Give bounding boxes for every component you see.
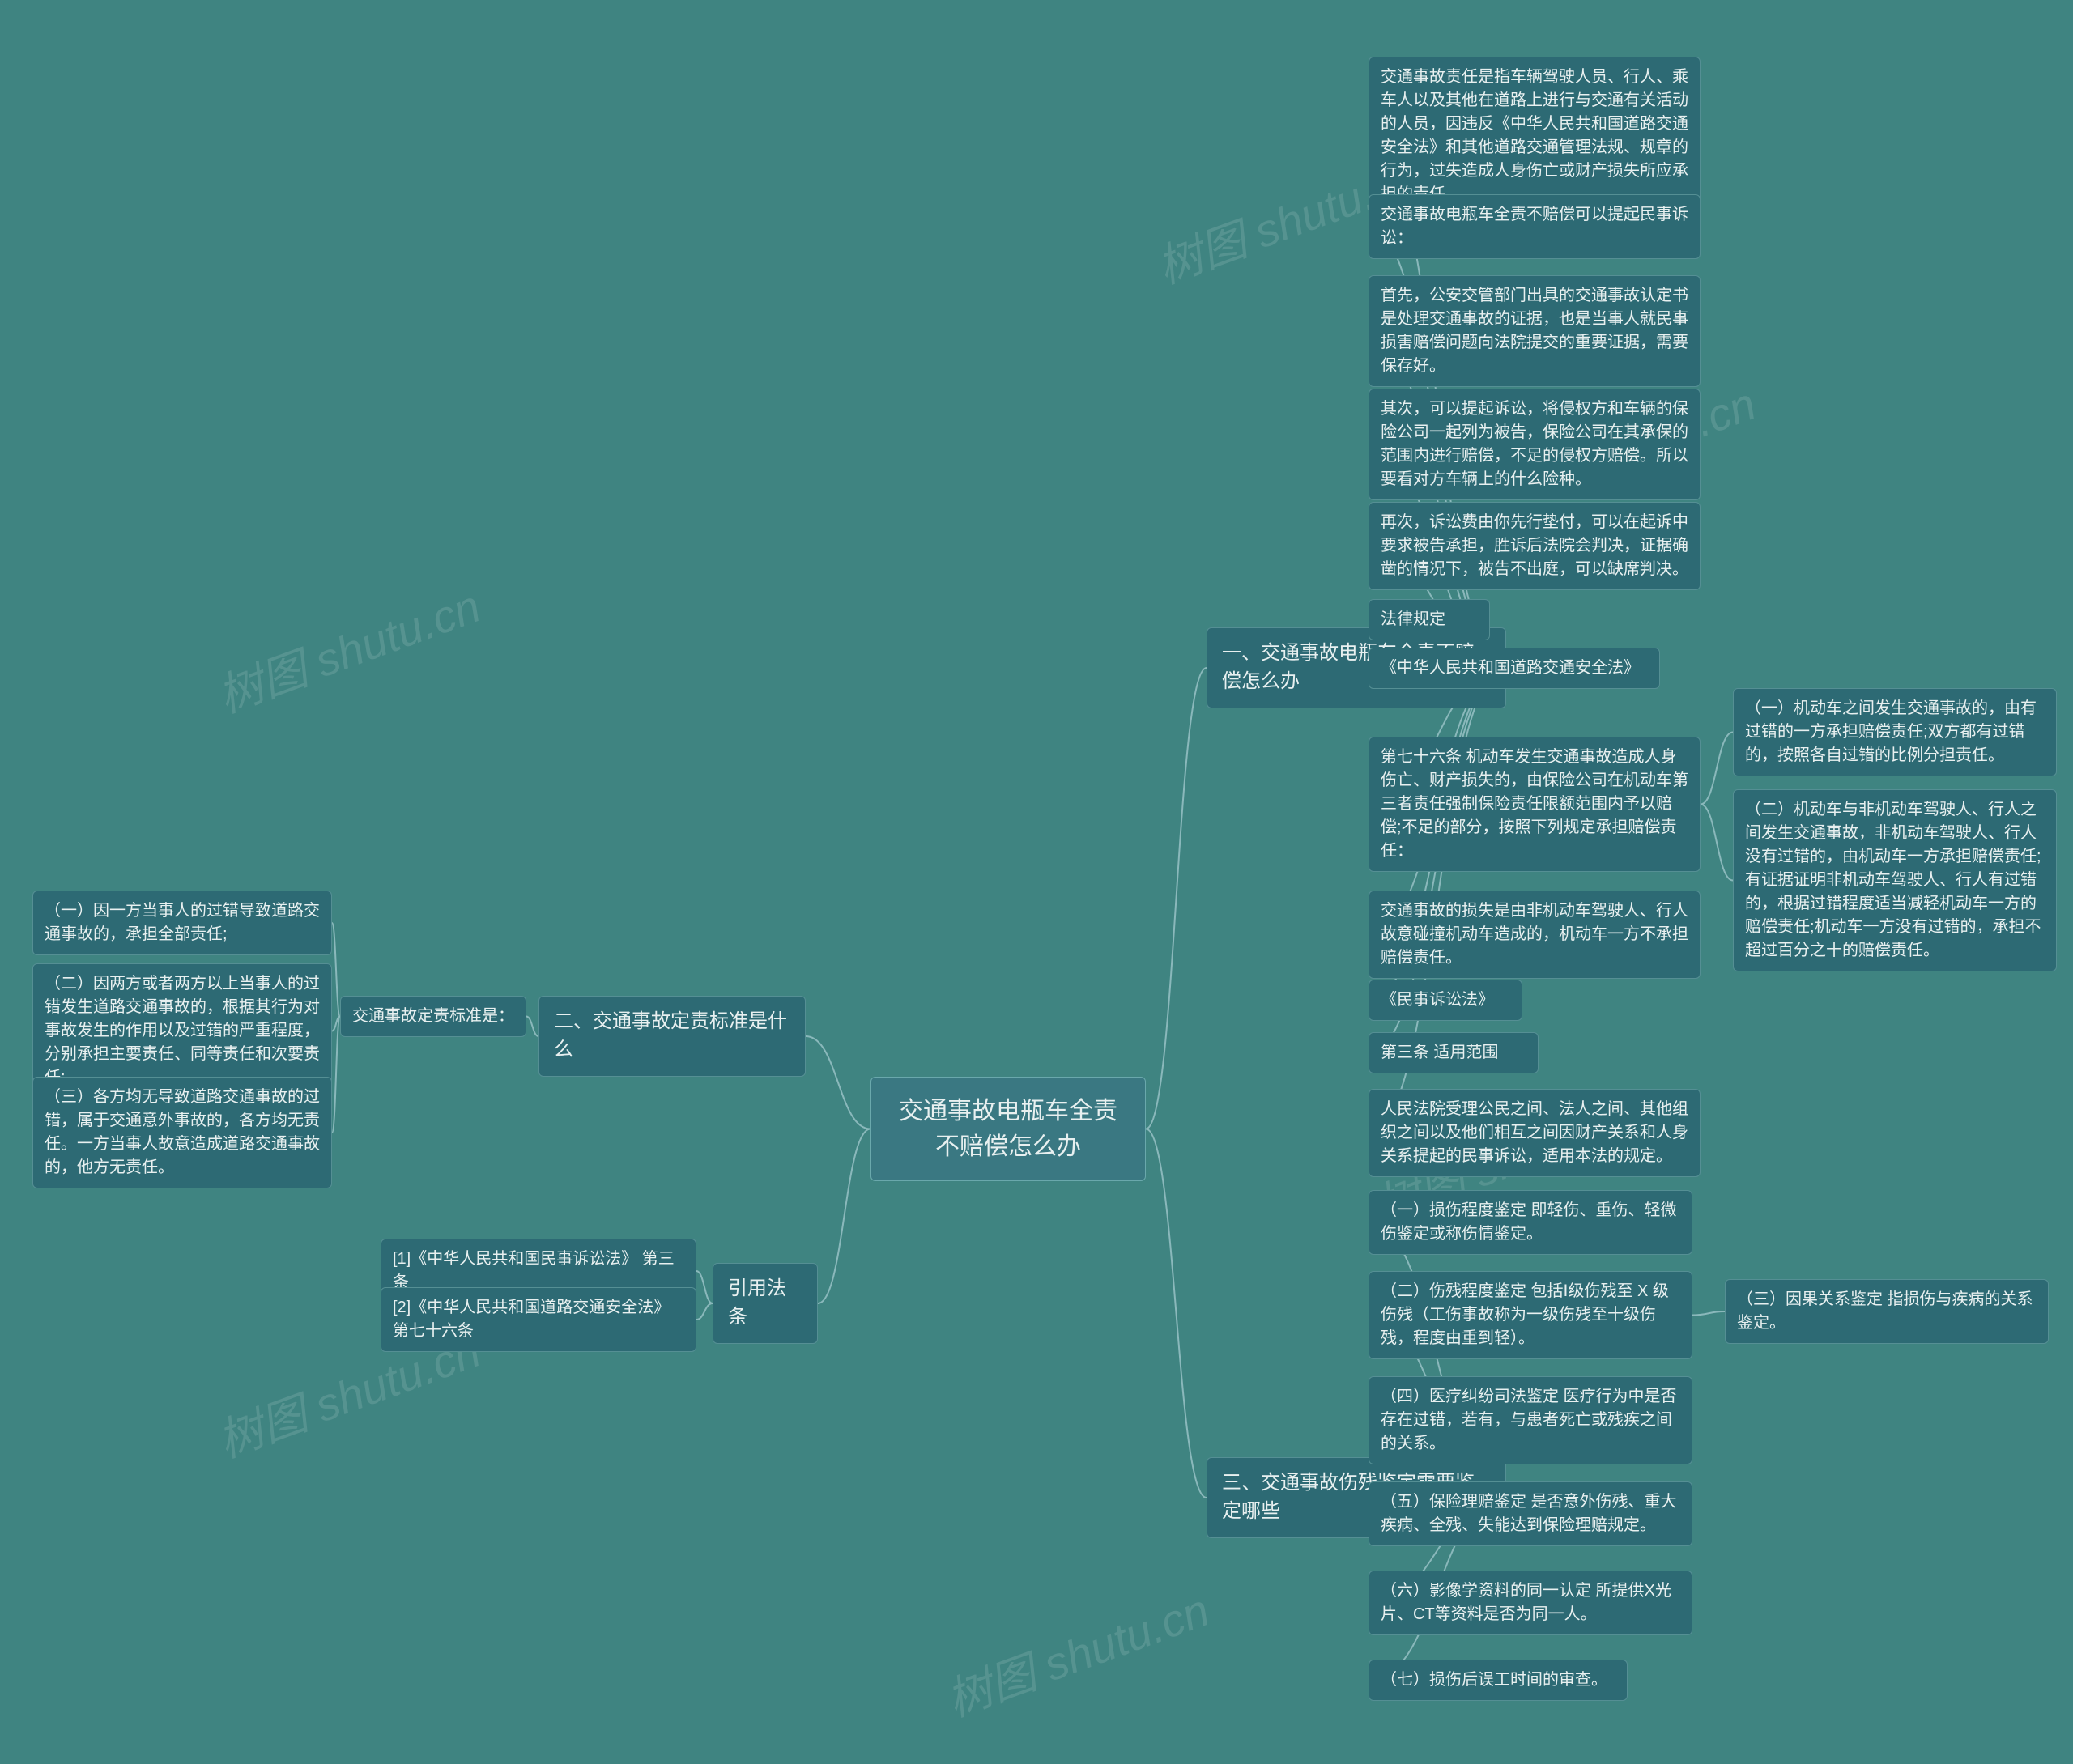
mindmap-node[interactable]: 交通事故电瓶车全责不赔偿怎么办 <box>870 1077 1146 1181</box>
mindmap-node[interactable]: 交通事故责任是指车辆驾驶人员、行人、乘车人以及其他在道路上进行与交通有关活动的人… <box>1369 57 1701 215</box>
mindmap-node[interactable]: 其次，可以提起诉讼，将侵权方和车辆的保险公司一起列为被告，保险公司在其承保的范围… <box>1369 389 1701 500</box>
mindmap-node[interactable]: 引用法条 <box>713 1263 818 1344</box>
mindmap-node[interactable]: 《中华人民共和国道路交通安全法》 <box>1369 648 1660 689</box>
mindmap-node[interactable]: 二、交通事故定责标准是什么 <box>538 996 806 1077</box>
mindmap-node[interactable]: （二）伤残程度鉴定 包括Ⅰ级伤残至 X 级伤残（工伤事故称为一级伤残至十级伤残，… <box>1369 1271 1692 1359</box>
mindmap-node[interactable]: 首先，公安交管部门出具的交通事故认定书是处理交通事故的证据，也是当事人就民事损害… <box>1369 275 1701 387</box>
watermark: 树图 shutu.cn <box>207 570 488 725</box>
mindmap-node[interactable]: （一）因一方当事人的过错导致道路交通事故的，承担全部责任; <box>32 891 332 955</box>
mindmap-node[interactable]: 交通事故电瓶车全责不赔偿可以提起民事诉讼： <box>1369 194 1701 259</box>
watermark: 树图 shutu.cn <box>936 1574 1217 1729</box>
mindmap-node[interactable]: （一）损伤程度鉴定 即轻伤、重伤、轻微伤鉴定或称伤情鉴定。 <box>1369 1190 1692 1255</box>
mindmap-node[interactable]: 法律规定 <box>1369 599 1490 640</box>
mindmap-node[interactable]: 《民事诉讼法》 <box>1369 980 1522 1021</box>
mindmap-node[interactable]: （六）影像学资料的同一认定 所提供X光片、CT等资料是否为同一人。 <box>1369 1571 1692 1635</box>
mindmap-node[interactable]: （七）损伤后误工时间的审查。 <box>1369 1660 1628 1701</box>
mindmap-node[interactable]: （三）各方均无导致道路交通事故的过错，属于交通意外事故的，各方均无责任。一方当事… <box>32 1077 332 1188</box>
mindmap-node[interactable]: （四）医疗纠纷司法鉴定 医疗行为中是否存在过错，若有，与患者死亡或残疾之间的关系… <box>1369 1376 1692 1464</box>
mindmap-node[interactable]: 第三条 适用范围 <box>1369 1032 1539 1073</box>
mindmap-node[interactable]: （二）机动车与非机动车驾驶人、行人之间发生交通事故，非机动车驾驶人、行人没有过错… <box>1733 789 2057 971</box>
mindmap-node[interactable]: 人民法院受理公民之间、法人之间、其他组织之间以及他们相互之间因财产关系和人身关系… <box>1369 1089 1701 1177</box>
mindmap-node[interactable]: 再次，诉讼费由你先行垫付，可以在起诉中要求被告承担，胜诉后法院会判决，证据确凿的… <box>1369 502 1701 590</box>
mindmap-node[interactable]: 交通事故的损失是由非机动车驾驶人、行人故意碰撞机动车造成的，机动车一方不承担赔偿… <box>1369 891 1701 979</box>
mindmap-node[interactable]: （一）机动车之间发生交通事故的，由有过错的一方承担赔偿责任;双方都有过错的，按照… <box>1733 688 2057 776</box>
mindmap-node[interactable]: 第七十六条 机动车发生交通事故造成人身伤亡、财产损失的，由保险公司在机动车第三者… <box>1369 737 1701 872</box>
mindmap-node[interactable]: [2]《中华人民共和国道路交通安全法》 第七十六条 <box>381 1287 696 1352</box>
mindmap-node[interactable]: （三）因果关系鉴定 指损伤与疾病的关系鉴定。 <box>1725 1279 2049 1344</box>
mindmap-node[interactable]: （五）保险理赔鉴定 是否意外伤残、重大疾病、全残、失能达到保险理赔规定。 <box>1369 1481 1692 1546</box>
mindmap-node[interactable]: 交通事故定责标准是： <box>340 996 526 1037</box>
